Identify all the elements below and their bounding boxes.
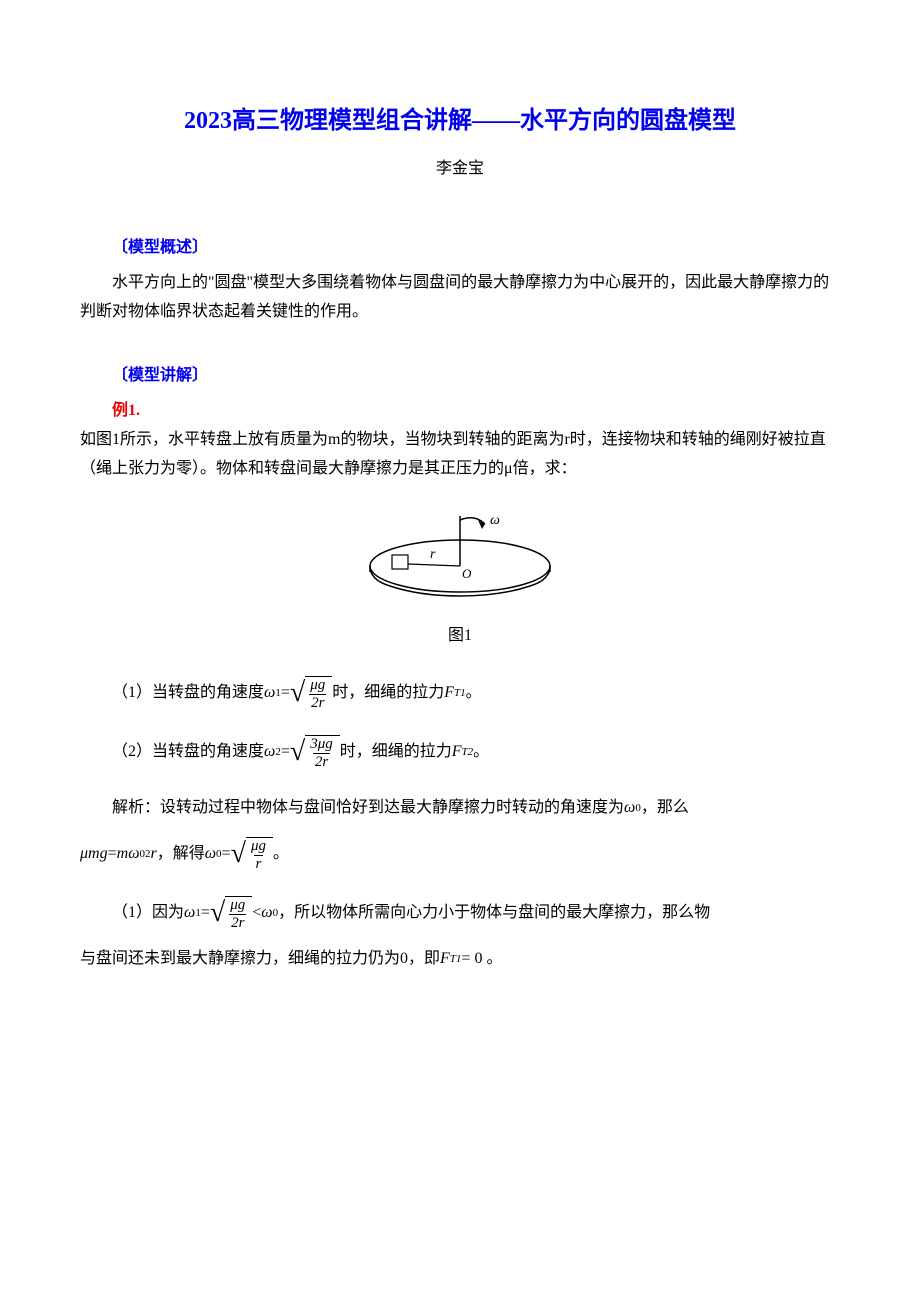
p1-eq: = bbox=[201, 899, 210, 928]
overview-paragraph: 水平方向上的"圆盘"模型大多围绕着物体与圆盘间的最大静摩擦力为中心展开的，因此最… bbox=[80, 269, 840, 327]
solution-part1-a: （1）因为 ω1 = √ μg 2r < ω0 ，所以物体所需向心力小于物体与盘… bbox=[80, 896, 840, 931]
question-1: （1）当转盘的角速度 ω1 = √ μg 2r 时，细绳的拉力 FT1 。 bbox=[80, 676, 840, 711]
se-m: m bbox=[117, 840, 129, 869]
sol-end: ，那么 bbox=[641, 794, 689, 823]
spacer bbox=[80, 334, 840, 362]
page-title: 2023高三物理模型组合讲解——水平方向的圆盘模型 bbox=[80, 100, 840, 143]
radical-icon: √ bbox=[231, 843, 246, 878]
disk-diagram: ω r O bbox=[350, 496, 570, 616]
se-mu: μ bbox=[80, 840, 88, 869]
se-mg: mg bbox=[88, 840, 108, 869]
p1-lt: < bbox=[252, 899, 261, 928]
q1-eq: = bbox=[281, 679, 290, 708]
section-explain-heading: 〔模型讲解〕 bbox=[80, 362, 840, 391]
q1-num: μg bbox=[308, 677, 327, 694]
solution-intro: 解析：设转动过程中物体与盘间恰好到达最大静摩擦力时转动的角速度为 ω0 ，那么 bbox=[80, 794, 840, 823]
q2-omega: ω bbox=[264, 738, 275, 767]
spacer bbox=[80, 725, 840, 735]
p1-num: μg bbox=[228, 897, 247, 914]
q1-post: 时，细绳的拉力 bbox=[332, 679, 444, 708]
p1-den: 2r bbox=[229, 914, 246, 932]
q2-sqrt: √ 3μg 2r bbox=[290, 735, 340, 770]
solution-equation: μmg = mω02r ，解得 ω0 = √ μg r 。 bbox=[80, 837, 840, 872]
q1-omega: ω bbox=[264, 679, 275, 708]
figure-1-caption: 图1 bbox=[448, 622, 472, 651]
q1-F: F bbox=[444, 679, 454, 708]
p1b-Tsub: T1 bbox=[450, 950, 462, 970]
document-page: 2023高三物理模型组合讲解——水平方向的圆盘模型 李金宝 〔模型概述〕 水平方… bbox=[0, 0, 920, 1068]
sol-pre: 解析：设转动过程中物体与盘间恰好到达最大静摩擦力时转动的角速度为 bbox=[112, 794, 624, 823]
example-1-text: 如图1所示，水平转盘上放有质量为m的物块，当物块到转轴的距离为r时，连接物块和转… bbox=[80, 426, 840, 484]
r-label: r bbox=[430, 547, 436, 562]
solution-part1-b: 与盘间还未到最大静摩擦力，细绳的拉力仍为0，即 FT1 = 0 。 bbox=[80, 945, 840, 974]
se-end: 。 bbox=[273, 840, 289, 869]
O-label: O bbox=[462, 566, 472, 581]
se-omega2: ω bbox=[205, 840, 216, 869]
section-overview-heading: 〔模型概述〕 bbox=[80, 234, 840, 263]
question-2: （2）当转盘的角速度 ω2 = √ 3μg 2r 时，细绳的拉力 FT2 。 bbox=[80, 735, 840, 770]
author-name: 李金宝 bbox=[80, 155, 840, 184]
radical-icon: √ bbox=[290, 682, 305, 717]
se-eq1: = bbox=[108, 840, 117, 869]
q1-frac: μg 2r bbox=[308, 677, 327, 711]
sol-omega: ω bbox=[624, 794, 635, 823]
q2-Tsub: T2 bbox=[462, 743, 474, 763]
p1-omega1: ω bbox=[184, 899, 195, 928]
p1-frac: μg 2r bbox=[228, 897, 247, 931]
q1-sqrt: √ μg 2r bbox=[290, 676, 332, 711]
se-omega: ω bbox=[128, 840, 139, 869]
q1-pre: （1）当转盘的角速度 bbox=[112, 679, 264, 708]
figure-1: ω r O 图1 bbox=[80, 496, 840, 669]
se-eq2: = bbox=[222, 840, 231, 869]
omega-label: ω bbox=[490, 513, 500, 528]
q1-Tsub: T1 bbox=[454, 684, 466, 704]
radical-icon: √ bbox=[210, 902, 225, 937]
p1-omega0: ω bbox=[261, 899, 272, 928]
q2-F: F bbox=[452, 738, 462, 767]
se-frac: μg r bbox=[249, 838, 268, 872]
q1-end: 。 bbox=[466, 679, 482, 708]
p1-sqrt: √ μg 2r bbox=[210, 896, 252, 931]
q2-frac: 3μg 2r bbox=[308, 736, 335, 770]
q2-post: 时，细绳的拉力 bbox=[340, 738, 452, 767]
q1-den: 2r bbox=[309, 694, 326, 712]
p1-pre: （1）因为 bbox=[112, 899, 184, 928]
radical-icon: √ bbox=[290, 741, 305, 776]
p1b-eq: = 0 。 bbox=[461, 945, 502, 974]
spacer bbox=[80, 784, 840, 794]
q2-pre: （2）当转盘的角速度 bbox=[112, 738, 264, 767]
p1-post: ，所以物体所需向心力小于物体与盘间的最大摩擦力，那么物 bbox=[278, 899, 710, 928]
spacer bbox=[80, 886, 840, 896]
se-mid: ，解得 bbox=[157, 840, 205, 869]
q2-eq: = bbox=[281, 738, 290, 767]
se-num: μg bbox=[249, 838, 268, 855]
se-sqrt: √ μg r bbox=[231, 837, 273, 872]
q2-num: 3μg bbox=[308, 736, 335, 753]
q2-den: 2r bbox=[313, 753, 330, 771]
q2-end: 。 bbox=[473, 738, 489, 767]
se-den: r bbox=[254, 855, 264, 873]
p1b-F: F bbox=[440, 945, 450, 974]
example-1-label: 例1. bbox=[80, 397, 840, 426]
p1b-pre: 与盘间还未到最大静摩擦力，细绳的拉力仍为0，即 bbox=[80, 945, 440, 974]
